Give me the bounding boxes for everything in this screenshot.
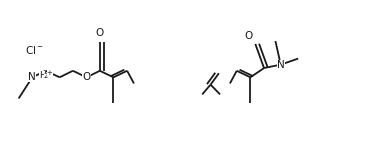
Text: O: O [244,31,253,41]
Text: +: + [47,70,53,76]
Text: H: H [39,71,46,80]
Text: Cl$^-$: Cl$^-$ [25,44,44,56]
Text: O: O [82,72,91,82]
Text: N: N [28,72,36,82]
Text: O: O [96,28,104,38]
Text: N: N [277,60,284,70]
Text: 2: 2 [44,74,48,80]
